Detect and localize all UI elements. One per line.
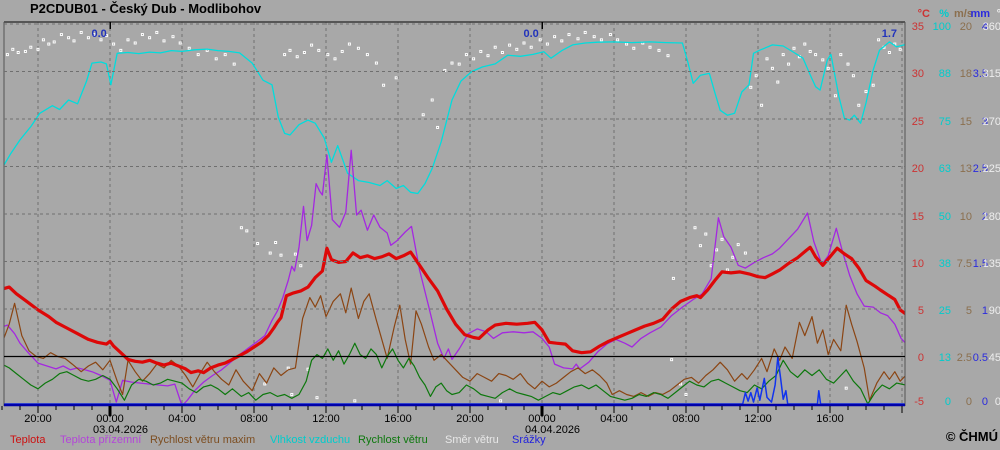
x-axis-time-label: 00:00 <box>96 413 124 425</box>
axis-value-wind_ms: 18 <box>959 68 972 80</box>
axis-value-precip_mm: 2 <box>981 211 988 223</box>
x-axis-time-label: 04:00 <box>600 413 628 425</box>
axis-value-humidity_pct: 13 <box>938 352 951 364</box>
x-axis-date-label: 04.04.2026 <box>525 424 581 436</box>
legend-item: Teplota přízemní <box>60 434 142 446</box>
axis-value-precip_mm: 1 <box>981 305 988 317</box>
axis-value-direction_deg: 225 <box>982 163 1000 175</box>
axis-value-precip_mm: 3 <box>981 116 988 128</box>
axis-value-temp_c: 10 <box>911 258 924 270</box>
axis-value-precip_mm: 3.5 <box>972 68 988 80</box>
axis-value-direction_deg: 270 <box>982 116 1000 128</box>
page-title: P2CDUB01 - Český Dub - Modlibohov <box>30 1 262 16</box>
legend-item: Vlhkost vzduchu <box>270 434 351 446</box>
x-axis-date-label: 03.04.2026 <box>93 424 149 436</box>
axis-header: m/s <box>954 8 973 20</box>
axis-value-direction_deg: 360 <box>982 21 1000 33</box>
axis-value-direction_deg: 90 <box>988 305 1000 317</box>
axis-value-precip_mm: 4 <box>981 21 988 33</box>
series-temp_c <box>4 149 905 406</box>
axis-value-humidity_pct: 100 <box>932 21 951 33</box>
axis-value-wind_ms: 20 <box>959 21 972 33</box>
copyright-label: © ČHMÚ <box>945 429 998 444</box>
daily-precip-total: 0.0 <box>523 28 539 40</box>
axis-header: ° <box>996 8 1000 20</box>
axis-value-humidity_pct: 63 <box>938 163 951 175</box>
legend-item: Rychlost větru <box>358 434 428 446</box>
legend-item: Srážky <box>512 434 546 446</box>
axis-value-direction_deg: 135 <box>982 258 1000 270</box>
x-axis-time-label: 08:00 <box>240 413 268 425</box>
midnight-top-tick <box>109 22 111 29</box>
axis-value-wind_ms: 0 <box>965 396 972 408</box>
x-axis-time-label: 00:00 <box>528 413 556 425</box>
x-axis-time-label: 08:00 <box>672 413 700 425</box>
axis-value-wind_ms: 15 <box>959 116 972 128</box>
axis-value-temp_c: 0 <box>917 352 924 364</box>
axis-value-wind_ms: 5 <box>965 305 972 317</box>
axis-value-temp_c: 20 <box>911 163 924 175</box>
axis-value-temp_c: -5 <box>914 396 924 408</box>
axis-value-humidity_pct: 75 <box>938 116 951 128</box>
axis-value-direction_deg: 315 <box>982 68 1000 80</box>
legend-item: Směr větru <box>445 434 499 446</box>
axis-value-humidity_pct: 50 <box>938 211 951 223</box>
axis-value-wind_ms: 13 <box>959 163 972 175</box>
x-axis-time-label: 04:00 <box>168 413 196 425</box>
axis-value-temp_c: 5 <box>917 305 924 317</box>
legend-item: Teplota <box>10 434 46 446</box>
axis-header: mm <box>970 8 990 20</box>
series-temp_c <box>4 245 905 375</box>
axis-header: °C <box>917 8 930 20</box>
axis-value-temp_c: 35 <box>911 21 924 33</box>
axis-value-direction_deg: 0 <box>994 396 1000 408</box>
axis-value-precip_mm: 1.5 <box>972 258 988 270</box>
axis-value-precip_mm: 0 <box>981 396 988 408</box>
midnight-top-tick <box>541 22 543 29</box>
daily-precip-total: 0.0 <box>91 28 107 40</box>
axis-value-wind_ms: 10 <box>959 211 972 223</box>
series-humidity_pct <box>4 41 905 195</box>
axis-value-precip_mm: 2.5 <box>972 163 988 175</box>
axis-value-direction_deg: 180 <box>982 211 1000 223</box>
series-wind_ms <box>4 342 905 405</box>
legend-item: Rychlost větru maxim <box>150 434 256 446</box>
axis-value-temp_c: 25 <box>911 116 924 128</box>
x-axis-time-label: 20:00 <box>456 413 484 425</box>
x-axis-time-label: 16:00 <box>816 413 844 425</box>
axis-value-humidity_pct: 88 <box>938 68 951 80</box>
axis-header: % <box>939 8 949 20</box>
x-axis-time-label: 12:00 <box>744 413 772 425</box>
x-axis-time-label: 12:00 <box>312 413 340 425</box>
axis-value-temp_c: 30 <box>911 68 924 80</box>
axis-value-wind_ms: 2.5 <box>956 352 972 364</box>
daily-precip-total: 1.7 <box>881 28 897 40</box>
axis-value-direction_deg: 45 <box>988 352 1000 364</box>
axis-value-humidity_pct: 0 <box>944 396 951 408</box>
axis-value-wind_ms: 7.5 <box>956 258 972 270</box>
axis-value-temp_c: 15 <box>911 211 924 223</box>
axis-value-humidity_pct: 25 <box>938 305 951 317</box>
x-axis-time-label: 20:00 <box>24 413 52 425</box>
axis-value-humidity_pct: 38 <box>938 258 951 270</box>
axis-value-precip_mm: 0.5 <box>972 352 988 364</box>
x-axis-time-label: 16:00 <box>384 413 412 425</box>
